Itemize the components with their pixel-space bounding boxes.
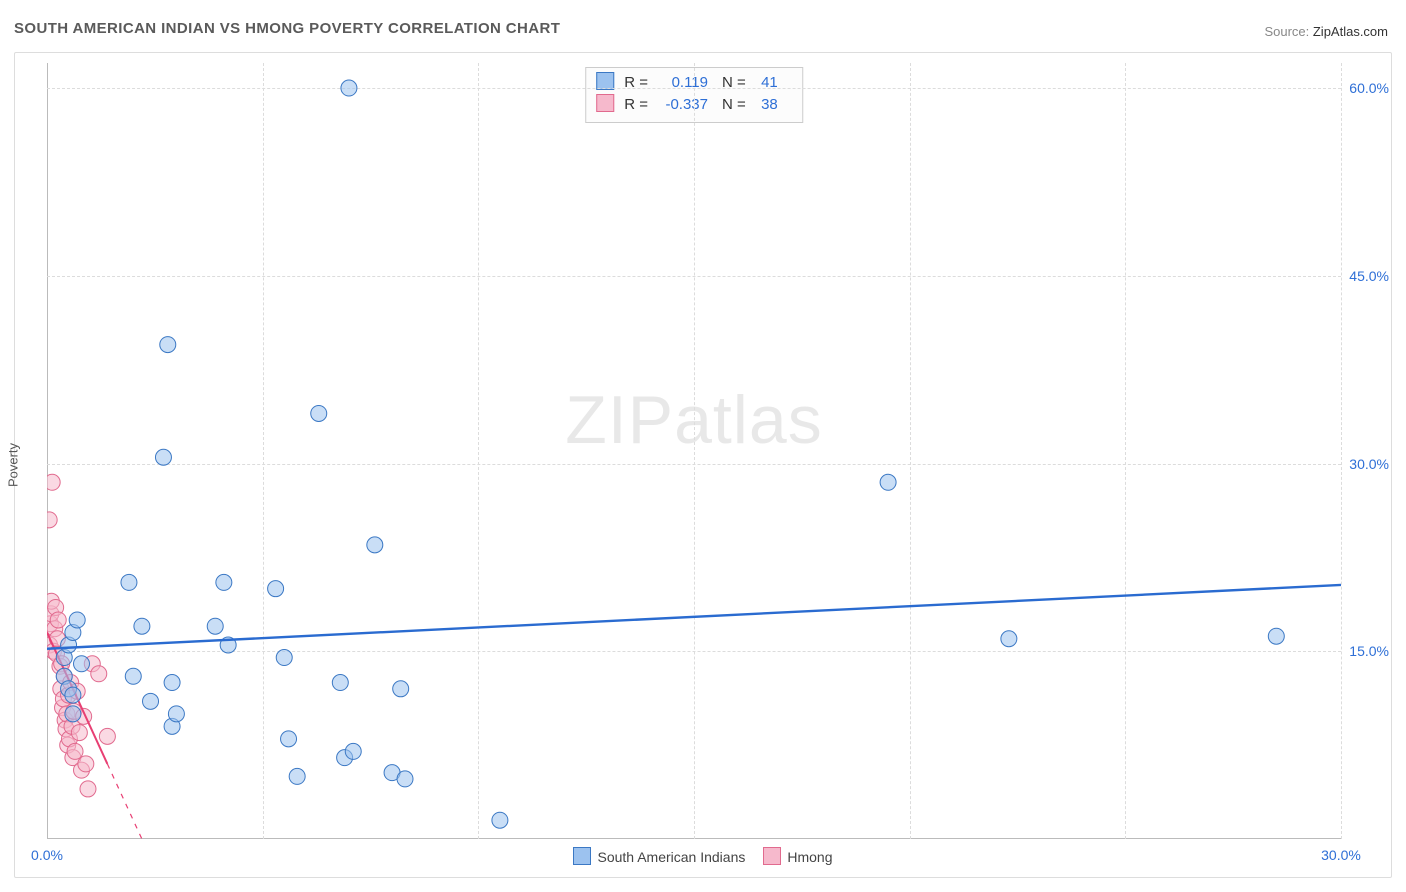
sai-point (160, 337, 176, 353)
sai-point (69, 612, 85, 628)
sai-legend-swatch (573, 847, 591, 865)
x-gridline (1341, 63, 1342, 839)
sai-point (345, 743, 361, 759)
sai-point (134, 618, 150, 634)
chart-frame: Poverty ZIPatlas R =0.119N =41R =-0.337N… (14, 52, 1392, 878)
sai-point (311, 405, 327, 421)
hmong-trendline-dashed (107, 764, 142, 839)
sai-point (397, 771, 413, 787)
sai-point (216, 574, 232, 590)
hmong-point (78, 756, 94, 772)
sai-point (281, 731, 297, 747)
hmong-point (91, 666, 107, 682)
y-tick-label: 15.0% (1349, 643, 1389, 659)
sai-point (367, 537, 383, 553)
hmong-point (67, 743, 83, 759)
legend-footer: South American Indians Hmong (47, 847, 1341, 865)
sai-point (143, 693, 159, 709)
sai-point (164, 675, 180, 691)
sai-point (65, 706, 81, 722)
sai-point (1268, 628, 1284, 644)
sai-point (125, 668, 141, 684)
hmong-legend-swatch (763, 847, 781, 865)
sai-point (289, 768, 305, 784)
hmong-point (47, 474, 60, 490)
hmong-point (71, 725, 87, 741)
hmong-point (50, 612, 66, 628)
sai-point (341, 80, 357, 96)
source-label: Source: (1264, 24, 1312, 39)
y-axis-label: Poverty (6, 443, 21, 487)
sai-point (1001, 631, 1017, 647)
sai-point (121, 574, 137, 590)
chart-title: SOUTH AMERICAN INDIAN VS HMONG POVERTY C… (14, 20, 560, 37)
source-credit: Source: ZipAtlas.com (1264, 24, 1388, 39)
source-value: ZipAtlas.com (1313, 24, 1388, 39)
plot-svg (47, 63, 1341, 839)
hmong-legend-label: Hmong (787, 849, 832, 865)
sai-point (880, 474, 896, 490)
sai-point (168, 706, 184, 722)
sai-point (276, 650, 292, 666)
y-tick-label: 45.0% (1349, 268, 1389, 284)
y-tick-label: 60.0% (1349, 80, 1389, 96)
hmong-point (47, 512, 57, 528)
y-tick-label: 30.0% (1349, 456, 1389, 472)
hmong-point (80, 781, 96, 797)
sai-point (74, 656, 90, 672)
scatter-plot: ZIPatlas R =0.119N =41R =-0.337N =38 Sou… (47, 63, 1341, 839)
sai-trendline (47, 585, 1341, 649)
sai-point (268, 581, 284, 597)
sai-point (65, 687, 81, 703)
hmong-point (99, 728, 115, 744)
sai-point (155, 449, 171, 465)
sai-point (393, 681, 409, 697)
sai-point (207, 618, 223, 634)
x-tick-label: 0.0% (31, 847, 63, 863)
x-tick-label: 30.0% (1321, 847, 1361, 863)
sai-point (332, 675, 348, 691)
sai-point (492, 812, 508, 828)
sai-legend-label: South American Indians (597, 849, 745, 865)
